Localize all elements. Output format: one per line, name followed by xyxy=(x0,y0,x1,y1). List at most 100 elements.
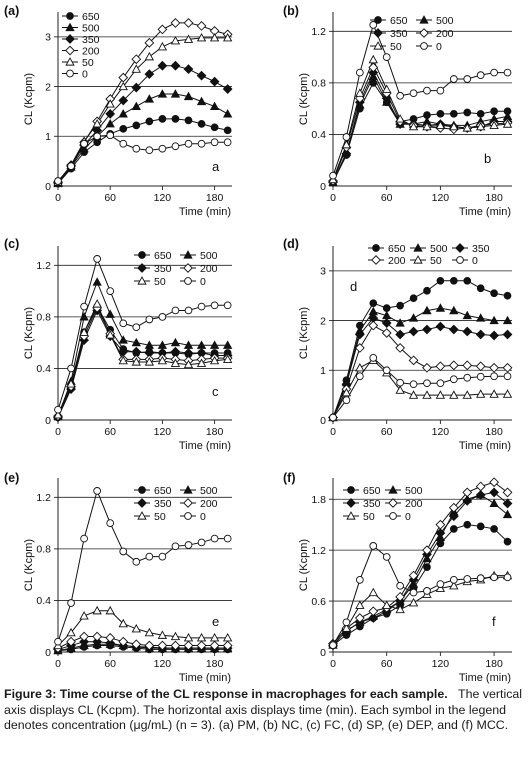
data-point-0 xyxy=(171,542,180,551)
x-tick-label: 0 xyxy=(55,658,61,670)
data-point-50 xyxy=(183,359,194,369)
data-point-50 xyxy=(183,632,194,642)
chart-panel-d: (d) 0 1 2 3 0 60 120 180 Time (min) CL (Kcpm) 650 50… xyxy=(283,237,513,452)
data-point-0 xyxy=(329,413,337,422)
data-point-0 xyxy=(145,552,154,561)
data-point-0 xyxy=(423,86,431,95)
data-point-650 xyxy=(158,115,167,123)
data-point-0 xyxy=(93,132,102,141)
legend-label: 650 xyxy=(82,11,100,23)
data-point-50 xyxy=(66,379,76,388)
x-tick-label: 120 xyxy=(432,426,450,438)
x-tick-label: 0 xyxy=(330,192,336,204)
data-point-50 xyxy=(476,389,486,398)
inner-panel-label: e xyxy=(212,614,219,629)
data-point-50 xyxy=(489,389,499,398)
inner-panel-label: c xyxy=(212,384,219,399)
x-tick-label: 0 xyxy=(330,658,336,670)
data-point-200 xyxy=(435,519,446,530)
data-point-0 xyxy=(67,364,75,373)
data-point-0 xyxy=(158,313,167,321)
legend-label: 350 xyxy=(472,243,490,255)
data-point-350 xyxy=(502,498,513,509)
data-point-200 xyxy=(131,639,142,650)
data-point-350 xyxy=(157,60,168,71)
data-point-50 xyxy=(144,357,155,366)
data-point-50 xyxy=(395,604,405,614)
data-point-0 xyxy=(158,552,167,561)
data-point-50 xyxy=(222,33,233,42)
data-point-350 xyxy=(105,109,116,119)
y-tick-label: 1.2 xyxy=(36,260,51,272)
y-tick-label: 1.2 xyxy=(311,26,326,38)
data-point-0 xyxy=(409,380,418,389)
data-point-200 xyxy=(475,361,486,372)
data-point-50 xyxy=(183,34,194,43)
legend-label: 50 xyxy=(82,57,94,69)
legend-marker-650 xyxy=(374,16,382,24)
legend-label: 0 xyxy=(405,511,411,523)
data-point-0 xyxy=(490,68,498,77)
y-axis-label: CL (Kcpm) xyxy=(298,73,310,125)
x-tick-label: 0 xyxy=(55,426,61,438)
y-tick-label: 1.8 xyxy=(311,494,326,506)
data-point-350 xyxy=(354,329,365,340)
data-point-0 xyxy=(93,255,102,263)
x-axis-label: Time (min) xyxy=(459,206,511,218)
data-point-500 xyxy=(476,313,486,322)
data-point-350 xyxy=(222,84,233,94)
data-point-50 xyxy=(79,611,89,620)
data-point-0 xyxy=(197,139,206,148)
legend-label: 200 xyxy=(82,46,100,58)
legend-marker-350 xyxy=(455,243,465,253)
data-point-0 xyxy=(132,144,141,153)
legend-label: 0 xyxy=(200,511,206,523)
data-point-0 xyxy=(210,138,219,147)
data-point-650 xyxy=(436,276,445,285)
data-point-500 xyxy=(144,94,155,103)
x-axis-label: Time (min) xyxy=(179,206,231,218)
inner-panel-label: a xyxy=(212,159,220,174)
x-tick-label: 60 xyxy=(381,658,393,670)
legend-marker-50 xyxy=(65,57,75,66)
data-point-650 xyxy=(210,123,219,132)
x-tick-label: 60 xyxy=(104,192,116,204)
data-point-50 xyxy=(462,123,472,132)
data-point-50 xyxy=(92,119,102,128)
data-point-200 xyxy=(422,545,432,556)
data-point-500 xyxy=(196,96,207,106)
y-tick-label: 3 xyxy=(45,32,51,44)
data-point-0 xyxy=(396,581,404,590)
data-point-350 xyxy=(105,638,116,648)
data-point-500 xyxy=(489,498,499,508)
y-axis-label: CL (Kcpm) xyxy=(23,73,35,125)
data-point-50 xyxy=(422,390,432,399)
data-point-0 xyxy=(197,538,206,547)
data-point-650 xyxy=(436,109,445,118)
y-tick-label: 3 xyxy=(320,266,326,278)
data-point-0 xyxy=(67,599,75,607)
chart-panel-f: (f) 0 0.6 1.2 1.8 0 60 120 180 Time (min) CL (Kcpm… xyxy=(283,471,513,684)
data-point-200 xyxy=(196,640,207,651)
data-point-50 xyxy=(368,587,378,597)
legend-label: 200 xyxy=(200,263,218,275)
legend-label: 0 xyxy=(82,69,88,81)
data-point-350 xyxy=(448,511,459,522)
data-point-200 xyxy=(435,361,446,372)
data-point-200 xyxy=(118,636,129,647)
data-point-50 xyxy=(395,385,405,394)
caption-body: The vertical axis displays CL (Kcpm). Th… xyxy=(4,687,523,733)
legend-marker-0 xyxy=(420,42,428,50)
data-point-500 xyxy=(170,89,181,98)
inner-panel-label: f xyxy=(492,614,496,629)
x-axis-label: Time (min) xyxy=(459,440,511,452)
data-point-200 xyxy=(105,632,116,643)
x-tick-label: 120 xyxy=(154,192,172,204)
data-point-0 xyxy=(369,354,378,362)
x-tick-label: 60 xyxy=(104,658,116,670)
data-point-500 xyxy=(222,109,233,118)
data-point-0 xyxy=(436,379,445,388)
legend-label: 50 xyxy=(154,511,166,523)
data-point-200 xyxy=(170,640,181,651)
